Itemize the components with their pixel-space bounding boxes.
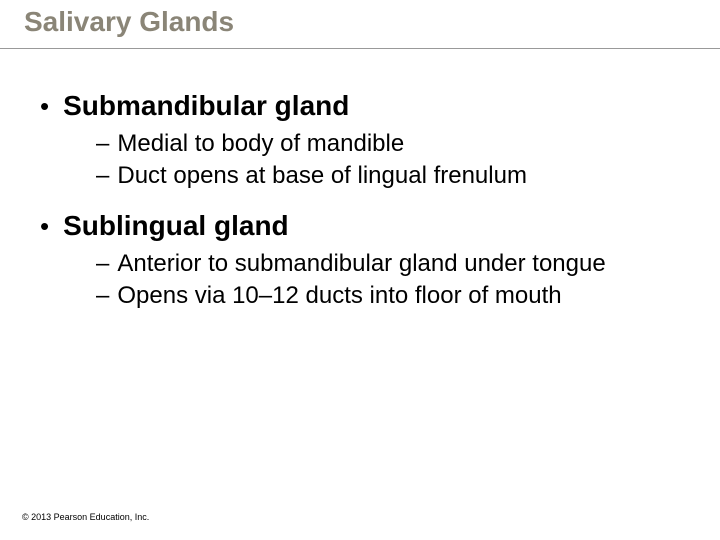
dash-icon: – (96, 282, 109, 310)
slide: Salivary Glands • Submandibular gland – … (0, 0, 720, 540)
bullet-text: Submandibular gland (63, 90, 349, 122)
title-bar: Salivary Glands (0, 0, 720, 49)
bullet-dot-icon: • (40, 213, 49, 239)
bullet-text: Sublingual gland (63, 210, 289, 242)
dash-icon: – (96, 162, 109, 190)
bullet-level1: • Submandibular gland (0, 90, 720, 122)
dash-icon: – (96, 130, 109, 158)
slide-title: Salivary Glands (24, 6, 234, 37)
subbullet-text: Duct opens at base of lingual frenulum (117, 162, 527, 190)
bullet-dot-icon: • (40, 93, 49, 119)
spacer (0, 194, 720, 210)
subbullet-text: Medial to body of mandible (117, 130, 404, 158)
bullet-level2: – Duct opens at base of lingual frenulum (0, 162, 720, 190)
copyright-text: © 2013 Pearson Education, Inc. (22, 512, 149, 522)
subbullet-text: Anterior to submandibular gland under to… (117, 250, 605, 278)
bullet-level2: – Anterior to submandibular gland under … (0, 250, 720, 278)
bullet-level1: • Sublingual gland (0, 210, 720, 242)
dash-icon: – (96, 250, 109, 278)
slide-content: • Submandibular gland – Medial to body o… (0, 90, 720, 314)
bullet-level2: – Medial to body of mandible (0, 130, 720, 158)
subbullet-text: Opens via 10–12 ducts into floor of mout… (117, 282, 561, 310)
bullet-level2: – Opens via 10–12 ducts into floor of mo… (0, 282, 720, 310)
